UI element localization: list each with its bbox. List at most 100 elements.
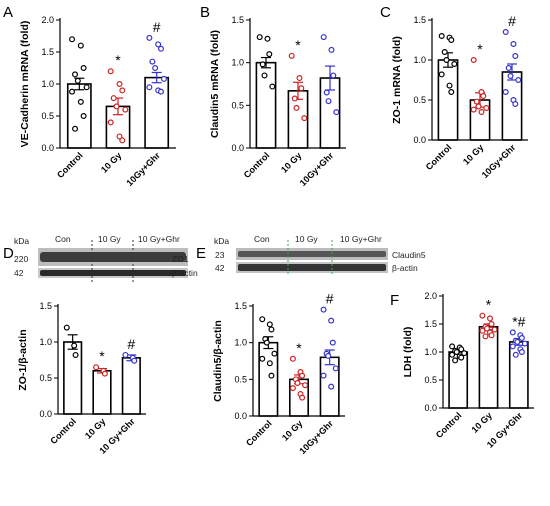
y-axis-label-d: ZO-1/β-actin bbox=[17, 329, 29, 390]
data-point-f-1-4 bbox=[484, 325, 491, 332]
data-point-a-2-8 bbox=[157, 88, 164, 95]
data-point-a-0-9 bbox=[72, 125, 79, 132]
blot-d-lane-con: Con bbox=[55, 234, 71, 244]
x-tick-label-f-1: 10 Gy bbox=[469, 410, 493, 434]
data-point-f-2-8 bbox=[518, 349, 525, 356]
y-tick-label-f-2: 1.0 bbox=[424, 347, 437, 357]
data-point-a-2-1 bbox=[155, 41, 162, 48]
y-tick-label-e-3: 1.5 bbox=[234, 301, 247, 311]
data-point-a-1-2 bbox=[119, 87, 126, 94]
data-point-d-2-2 bbox=[131, 357, 138, 364]
data-point-a-0-4 bbox=[74, 77, 81, 84]
data-point-c-0-2 bbox=[448, 36, 455, 43]
data-point-f-2-2 bbox=[518, 335, 525, 342]
bar-d-0 bbox=[63, 341, 83, 415]
data-point-c-2-1 bbox=[510, 40, 517, 47]
data-point-a-1-0 bbox=[107, 68, 114, 75]
y-tick-label-b-2: 1.0 bbox=[231, 58, 244, 68]
data-point-f-0-9 bbox=[452, 357, 459, 364]
x-tick-label-e-0: Control bbox=[244, 418, 274, 448]
blot-e-claudin-band bbox=[238, 251, 386, 257]
panel-letter-c: C bbox=[380, 4, 391, 21]
data-point-e-0-7 bbox=[266, 360, 273, 367]
x-tick-label-a-1: 10 Gy bbox=[99, 150, 123, 174]
panel-letter-a: A bbox=[3, 4, 13, 21]
significance-e-2: # bbox=[326, 291, 334, 307]
data-point-f-0-4 bbox=[453, 349, 460, 356]
blot-d: kDa Con 10 Gy 10 Gy+Ghr 220 42 ZO1 β-act… bbox=[14, 234, 198, 282]
blot-e-kda-title: kDa bbox=[214, 236, 229, 246]
data-point-f-2-6 bbox=[509, 343, 516, 350]
y-tick-label-a-0: 0.0 bbox=[41, 143, 54, 153]
data-point-f-0-8 bbox=[458, 354, 465, 361]
data-point-c-2-5 bbox=[515, 76, 522, 83]
data-point-e-0-8 bbox=[268, 372, 275, 379]
data-point-f-2-5 bbox=[521, 340, 528, 347]
data-point-b-2-2 bbox=[330, 72, 337, 79]
x-tick-label-f-0: Control bbox=[434, 410, 464, 440]
significance-c-1: * bbox=[477, 41, 483, 57]
data-point-f-0-0 bbox=[449, 343, 456, 350]
blot-d-lane-ghr: 10 Gy+Ghr bbox=[138, 234, 180, 244]
data-point-b-1-4 bbox=[293, 104, 300, 111]
data-point-c-0-8 bbox=[448, 88, 455, 95]
data-point-e-0-4 bbox=[263, 339, 270, 346]
y-axis-label-a: VE-Cadherin mRNA (fold) bbox=[19, 21, 31, 148]
data-point-a-1-8 bbox=[119, 137, 126, 144]
y-tick-label-d-1: 0.5 bbox=[39, 373, 52, 383]
data-point-e-0-6 bbox=[259, 355, 266, 362]
blot-e-row-label-1: Claudin5 bbox=[392, 250, 426, 260]
data-point-a-1-3 bbox=[110, 95, 117, 102]
data-point-a-1-1 bbox=[116, 80, 123, 87]
data-point-d-1-0 bbox=[93, 364, 100, 371]
significance-b-1: * bbox=[295, 37, 301, 53]
data-point-c-2-3 bbox=[505, 64, 512, 71]
blot-d-zo1-band bbox=[40, 252, 186, 262]
data-point-a-0-1 bbox=[77, 42, 84, 49]
data-point-a-2-3 bbox=[149, 58, 156, 65]
data-point-f-0-2 bbox=[458, 346, 465, 353]
x-tick-label-c-0: Control bbox=[424, 142, 454, 172]
data-point-a-1-7 bbox=[116, 133, 123, 140]
significance-a-1: * bbox=[115, 52, 121, 68]
data-point-f-1-6 bbox=[479, 327, 486, 334]
blot-e-lane-ghr: 10 Gy+Ghr bbox=[340, 234, 382, 244]
blot-d-kda-title: kDa bbox=[14, 236, 29, 246]
data-point-b-2-5 bbox=[333, 109, 340, 116]
significance-f-2: *# bbox=[512, 313, 525, 329]
significance-f-1: * bbox=[486, 297, 492, 313]
y-tick-label-a-4: 2.0 bbox=[41, 15, 54, 25]
data-point-c-0-4 bbox=[443, 56, 450, 63]
chart-f: 0.0 0.5 1.0 1.5 2.0 LDH (fold) Control * 10 Gy *#… bbox=[402, 291, 534, 450]
data-point-e-1-0 bbox=[289, 355, 296, 362]
data-point-b-2-0 bbox=[320, 34, 327, 41]
data-point-c-2-8 bbox=[512, 100, 519, 107]
data-point-e-1-2 bbox=[299, 372, 306, 379]
data-point-a-1-6 bbox=[107, 119, 114, 126]
panel-letter-d: D bbox=[3, 245, 14, 262]
blot-d-kda-1: 220 bbox=[14, 254, 28, 264]
bar-d-2 bbox=[121, 357, 141, 415]
chart-b: 0.0 0.5 1.0 1.5 Claudin5 mRNA (fold) Control *… bbox=[209, 15, 346, 188]
data-point-b-1-0 bbox=[288, 52, 295, 59]
chart-c: 0.0 0.5 1.0 1.5 ZO-1 mRNA (fold) Control * 10 G… bbox=[391, 13, 528, 180]
data-point-a-0-3 bbox=[72, 71, 79, 78]
data-point-d-0-2 bbox=[72, 351, 79, 358]
y-tick-label-c-3: 1.5 bbox=[413, 15, 426, 25]
data-point-e-2-0 bbox=[320, 306, 327, 313]
data-point-f-1-0 bbox=[479, 312, 486, 319]
data-point-e-0-1 bbox=[266, 321, 273, 328]
data-point-b-0-3 bbox=[259, 61, 266, 68]
x-tick-label-d-1: 10 Gy bbox=[83, 416, 107, 440]
data-point-c-0-6 bbox=[438, 71, 445, 78]
data-point-a-0-7 bbox=[77, 98, 84, 105]
data-point-e-2-5 bbox=[332, 365, 339, 372]
y-tick-label-b-3: 1.5 bbox=[231, 15, 244, 25]
data-point-b-1-2 bbox=[298, 85, 305, 92]
y-tick-label-d-3: 1.5 bbox=[39, 301, 52, 311]
y-tick-label-f-3: 1.5 bbox=[424, 319, 437, 329]
data-point-e-1-6 bbox=[289, 385, 296, 392]
y-tick-label-a-2: 1.0 bbox=[41, 79, 54, 89]
y-axis-label-f: LDH (fold) bbox=[402, 327, 414, 378]
data-point-c-0-0 bbox=[438, 32, 445, 39]
